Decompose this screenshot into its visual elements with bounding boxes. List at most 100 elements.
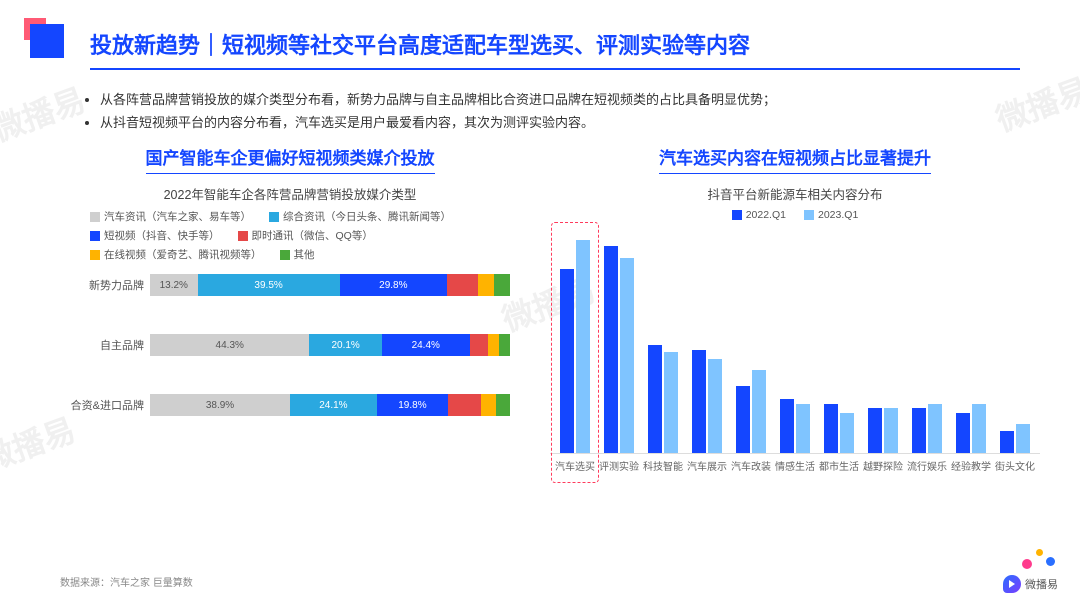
header: 投放新趋势｜短视频等社交平台高度适配车型选买、评测实验等内容 — [0, 0, 1080, 80]
bar — [972, 404, 986, 454]
category-label: 都市生活 — [819, 458, 859, 473]
bar-group — [599, 246, 639, 453]
legend-label: 2022.Q1 — [746, 209, 786, 221]
swatch-icon — [804, 210, 814, 220]
category-label: 情感生活 — [775, 458, 815, 473]
legend-item: 短视频（抖音、快手等） — [90, 228, 220, 243]
bar-segment: 29.8% — [340, 274, 447, 296]
bar — [868, 408, 882, 453]
bar — [884, 408, 898, 453]
swatch-icon — [90, 212, 100, 222]
stacked-bar-row: 合资&进口品牌38.9%24.1%19.8% — [70, 394, 510, 416]
stacked-bar-row: 新势力品牌13.2%39.5%29.8% — [70, 274, 510, 296]
swatch-icon — [269, 212, 279, 222]
bar-group — [863, 408, 903, 453]
row-label: 合资&进口品牌 — [70, 397, 150, 413]
left-chart: 国产智能车企更偏好短视频类媒介投放 2022年智能车企各阵营品牌营销投放媒介类型… — [60, 144, 520, 473]
bar — [780, 399, 794, 453]
grouped-bars — [550, 229, 1040, 454]
bar-segment: 39.5% — [198, 274, 340, 296]
row-label: 自主品牌 — [70, 337, 150, 353]
legend-label: 其他 — [294, 247, 315, 262]
bar — [824, 404, 838, 454]
bar — [576, 240, 590, 454]
legend-item: 其他 — [280, 247, 315, 262]
bar — [796, 404, 810, 454]
bar-segment: 38.9% — [150, 394, 290, 416]
bar-group — [907, 404, 947, 454]
legend-item: 即时通讯（微信、QQ等） — [238, 228, 373, 243]
bar — [692, 350, 706, 454]
category-label: 流行娱乐 — [907, 458, 947, 473]
right-chart-subtitle: 抖音平台新能源车相关内容分布 — [550, 184, 1040, 203]
bar — [664, 352, 678, 453]
legend-label: 综合资讯（今日头条、腾讯新闻等） — [283, 209, 451, 224]
brand-name: 微播易 — [1025, 576, 1058, 592]
bar — [736, 386, 750, 454]
bar — [912, 408, 926, 453]
category-label: 经验教学 — [951, 458, 991, 473]
bar — [928, 404, 942, 454]
swatch-icon — [90, 250, 100, 260]
bar — [604, 246, 618, 453]
right-chart-title: 汽车选买内容在短视频占比显著提升 — [659, 144, 931, 174]
bar-group — [687, 350, 727, 454]
bar — [620, 258, 634, 454]
category-label: 汽车改装 — [731, 458, 771, 473]
bar-segment: 19.8% — [377, 394, 448, 416]
legend-label: 即时通讯（微信、QQ等） — [252, 228, 373, 243]
category-label: 汽车展示 — [687, 458, 727, 473]
bar-group — [555, 240, 595, 454]
category-label: 越野探险 — [863, 458, 903, 473]
left-chart-subtitle: 2022年智能车企各阵营品牌营销投放媒介类型 — [60, 184, 520, 203]
legend-item: 汽车资讯（汽车之家、易车等） — [90, 209, 251, 224]
bar-segment: 13.2% — [150, 274, 198, 296]
bar-segment — [448, 394, 481, 416]
bar-group — [775, 399, 815, 453]
bar-segment — [494, 274, 510, 296]
bar-segment — [481, 394, 495, 416]
title-divider — [90, 68, 1020, 70]
legend-item: 在线视频（爱奇艺、腾讯视频等） — [90, 247, 262, 262]
bar — [1000, 431, 1014, 454]
stacked-bar: 13.2%39.5%29.8% — [150, 274, 510, 296]
grouped-labels: 汽车选买评测实验科技智能汽车展示汽车改装情感生活都市生活越野探险流行娱乐经验教学… — [550, 454, 1040, 473]
right-chart: 汽车选买内容在短视频占比显著提升 抖音平台新能源车相关内容分布 2022.Q12… — [550, 144, 1040, 473]
bar-segment — [470, 334, 489, 356]
page-title: 投放新趋势｜短视频等社交平台高度适配车型选买、评测实验等内容 — [90, 28, 750, 60]
left-legend: 汽车资讯（汽车之家、易车等） 综合资讯（今日头条、腾讯新闻等） 短视频（抖音、快手等… — [60, 209, 520, 270]
bar-group — [819, 404, 859, 454]
bar — [956, 413, 970, 454]
bar — [648, 345, 662, 453]
bar — [560, 269, 574, 454]
stacked-bar: 38.9%24.1%19.8% — [150, 394, 510, 416]
title-accent-icon — [30, 24, 64, 58]
data-source: 数据来源：汽车之家 巨量算数 — [60, 574, 193, 589]
legend-item: 综合资讯（今日头条、腾讯新闻等） — [269, 209, 451, 224]
swatch-icon — [280, 250, 290, 260]
bar-segment — [488, 334, 499, 356]
legend-label: 2023.Q1 — [818, 209, 858, 221]
swatch-icon — [238, 231, 248, 241]
row-label: 新势力品牌 — [70, 277, 150, 293]
bar-segment — [496, 394, 510, 416]
play-icon — [1003, 575, 1021, 593]
stacked-bar: 44.3%20.1%24.4% — [150, 334, 510, 356]
bar-group — [995, 424, 1035, 453]
bar-segment: 24.1% — [290, 394, 377, 416]
bar-segment — [499, 334, 510, 356]
left-chart-title: 国产智能车企更偏好短视频类媒介投放 — [146, 144, 435, 174]
bar-group — [643, 345, 683, 453]
legend-label: 短视频（抖音、快手等） — [104, 228, 220, 243]
bar-segment: 24.4% — [382, 334, 470, 356]
category-label: 汽车选买 — [555, 458, 595, 473]
bar — [840, 413, 854, 454]
bar — [708, 359, 722, 454]
bullet-item: 从抖音短视频平台的内容分布看，汽车选买是用户最爱看内容，其次为测评实验内容。 — [100, 111, 1010, 134]
highlight-box — [551, 222, 599, 483]
stacked-bar-row: 自主品牌44.3%20.1%24.4% — [70, 334, 510, 356]
legend-item: 2022.Q1 — [732, 209, 786, 221]
right-legend: 2022.Q1 2023.Q1 — [550, 209, 1040, 221]
bar-segment: 44.3% — [150, 334, 309, 356]
bullet-list: 从各阵营品牌营销投放的媒介类型分布看，新势力品牌与自主品牌相比合资进口品牌在短视… — [0, 80, 1080, 141]
